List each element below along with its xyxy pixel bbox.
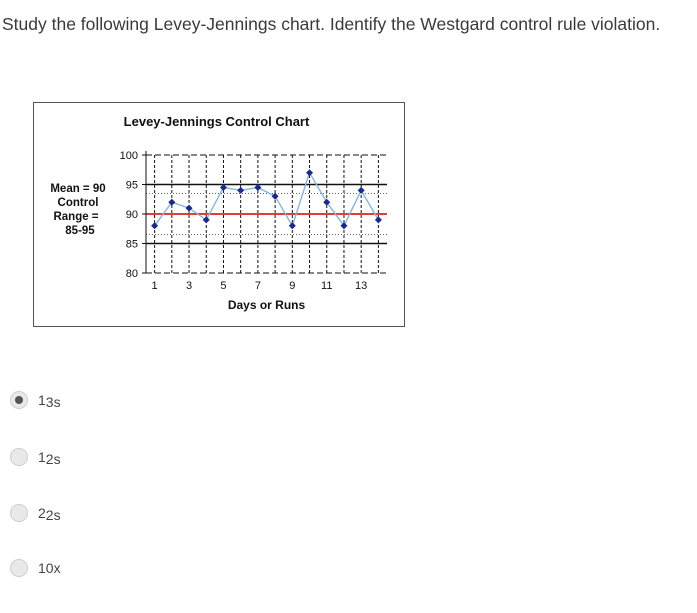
x-tick-label: 13 <box>355 280 367 292</box>
chart-title: Levey-Jennings Control Chart <box>124 114 310 129</box>
x-tick-label: 7 <box>255 280 261 292</box>
radio-button-1-2s[interactable] <box>10 448 28 466</box>
x-tick-label: 5 <box>220 280 226 292</box>
y-tick-label: 100 <box>120 150 138 162</box>
y-tick-label: 90 <box>126 209 138 221</box>
radio-button-10x[interactable] <box>10 559 28 577</box>
x-tick-label: 1 <box>152 280 158 292</box>
y-tick-label: 85 <box>126 239 138 251</box>
option-10x[interactable]: 10x <box>10 556 61 580</box>
option-label-10x: 10x <box>38 560 61 576</box>
y-tick-label: 95 <box>126 180 138 192</box>
data-point <box>168 198 176 206</box>
radio-button-2-2s[interactable] <box>10 504 28 522</box>
option-label-1-2s: 12s <box>38 449 61 467</box>
annotation-line: Mean = 90 <box>50 183 105 195</box>
annotation-line: Range = <box>53 211 98 223</box>
data-point <box>357 186 365 194</box>
radio-button-1-3s[interactable] <box>10 391 28 409</box>
data-point <box>271 192 279 200</box>
levey-jennings-chart: Levey-Jennings Control Chart 80 85 90 95 100 1… <box>33 102 405 327</box>
data-point <box>374 216 382 224</box>
data-point <box>237 186 245 194</box>
data-point <box>254 183 262 191</box>
data-point <box>306 169 314 177</box>
option-2-2s[interactable]: 22s <box>10 501 61 525</box>
y-tick-label: 80 <box>126 268 138 280</box>
chart-canvas: Levey-Jennings Control Chart808590951001… <box>50 114 387 312</box>
data-point <box>202 216 210 224</box>
data-point <box>340 222 348 230</box>
x-tick-label: 3 <box>186 280 192 292</box>
option-label-2-2s: 22s <box>38 505 61 523</box>
data-point <box>151 222 159 230</box>
data-point <box>288 222 296 230</box>
option-1-2s[interactable]: 12s <box>10 445 61 469</box>
data-point <box>219 183 227 191</box>
series-line <box>154 170 379 228</box>
x-axis-label: Days or Runs <box>228 298 306 312</box>
option-1-3s[interactable]: 13s <box>10 388 61 412</box>
data-point <box>323 198 331 206</box>
x-tick-label: 9 <box>289 280 295 292</box>
annotation-line: Control <box>58 197 99 209</box>
annotation-line: 85-95 <box>65 225 95 237</box>
x-tick-label: 11 <box>321 280 332 292</box>
question-text: Study the following Levey-Jennings chart… <box>2 14 661 34</box>
option-label-1-3s: 13s <box>38 392 61 410</box>
data-point <box>185 204 193 212</box>
